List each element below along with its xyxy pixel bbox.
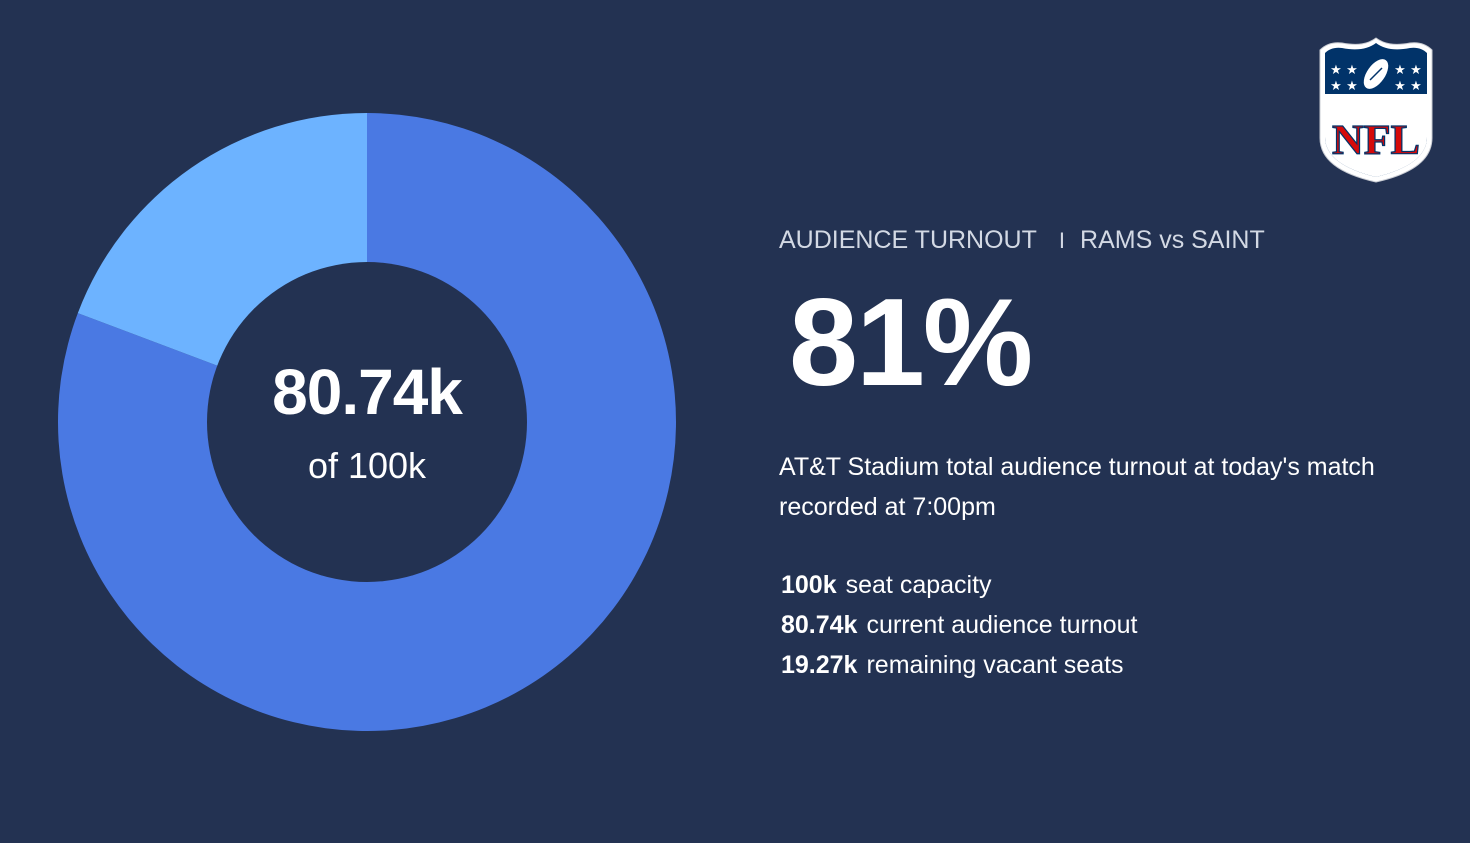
turnout-percentage: 81% [789,274,1033,412]
svg-text:★: ★ [1346,63,1358,78]
stat-label: seat capacity [845,571,992,599]
donut-center-value: 80.74k [272,356,463,428]
info-panel: AUDIENCE TURNOUT I RAMS vs SAINT 81% AT&T … [779,222,1439,685]
stat-row-capacity: 100k seat capacity [779,565,1439,605]
svg-text:★: ★ [1330,63,1342,78]
stat-label: remaining vacant seats [866,651,1124,679]
svg-text:★: ★ [1410,63,1422,78]
svg-text:★: ★ [1330,79,1342,94]
nfl-logo-text: NFL [1332,118,1420,164]
description: AT&T Stadium total audience turnout at t… [779,447,1439,527]
stat-value: 19.27k [781,651,858,679]
svg-text:★: ★ [1346,79,1358,94]
headline: AUDIENCE TURNOUT I RAMS vs SAINT [779,222,1439,258]
donut-center-subtitle: of 100k [307,445,427,486]
nfl-shield-icon: ★ ★ ★ ★ ★ ★ ★ ★ NFL [1319,37,1433,183]
description-line-1: AT&T Stadium total audience turnout at t… [779,453,1375,481]
headline-matchup: RAMS vs SAINT [1080,226,1265,254]
donut-hole [207,262,527,582]
donut-chart [58,113,676,731]
donut-center: 80.74k of 100k [207,262,527,582]
description-line-2: recorded at 7:00pm [779,493,996,521]
svg-text:★: ★ [1410,79,1422,94]
headline-separator: I [1058,228,1066,253]
stat-value: 100k [781,571,837,599]
stat-row-turnout: 80.74k current audience turnout [779,605,1439,645]
stat-label: current audience turnout [866,611,1138,639]
svg-text:★: ★ [1394,63,1406,78]
svg-text:★: ★ [1394,79,1406,94]
stats-list: 100k seat capacity 80.74k current audience… [779,565,1439,685]
stat-row-vacant: 19.27k remaining vacant seats [779,645,1439,685]
stat-value: 80.74k [781,611,858,639]
headline-title: AUDIENCE TURNOUT [779,226,1037,254]
